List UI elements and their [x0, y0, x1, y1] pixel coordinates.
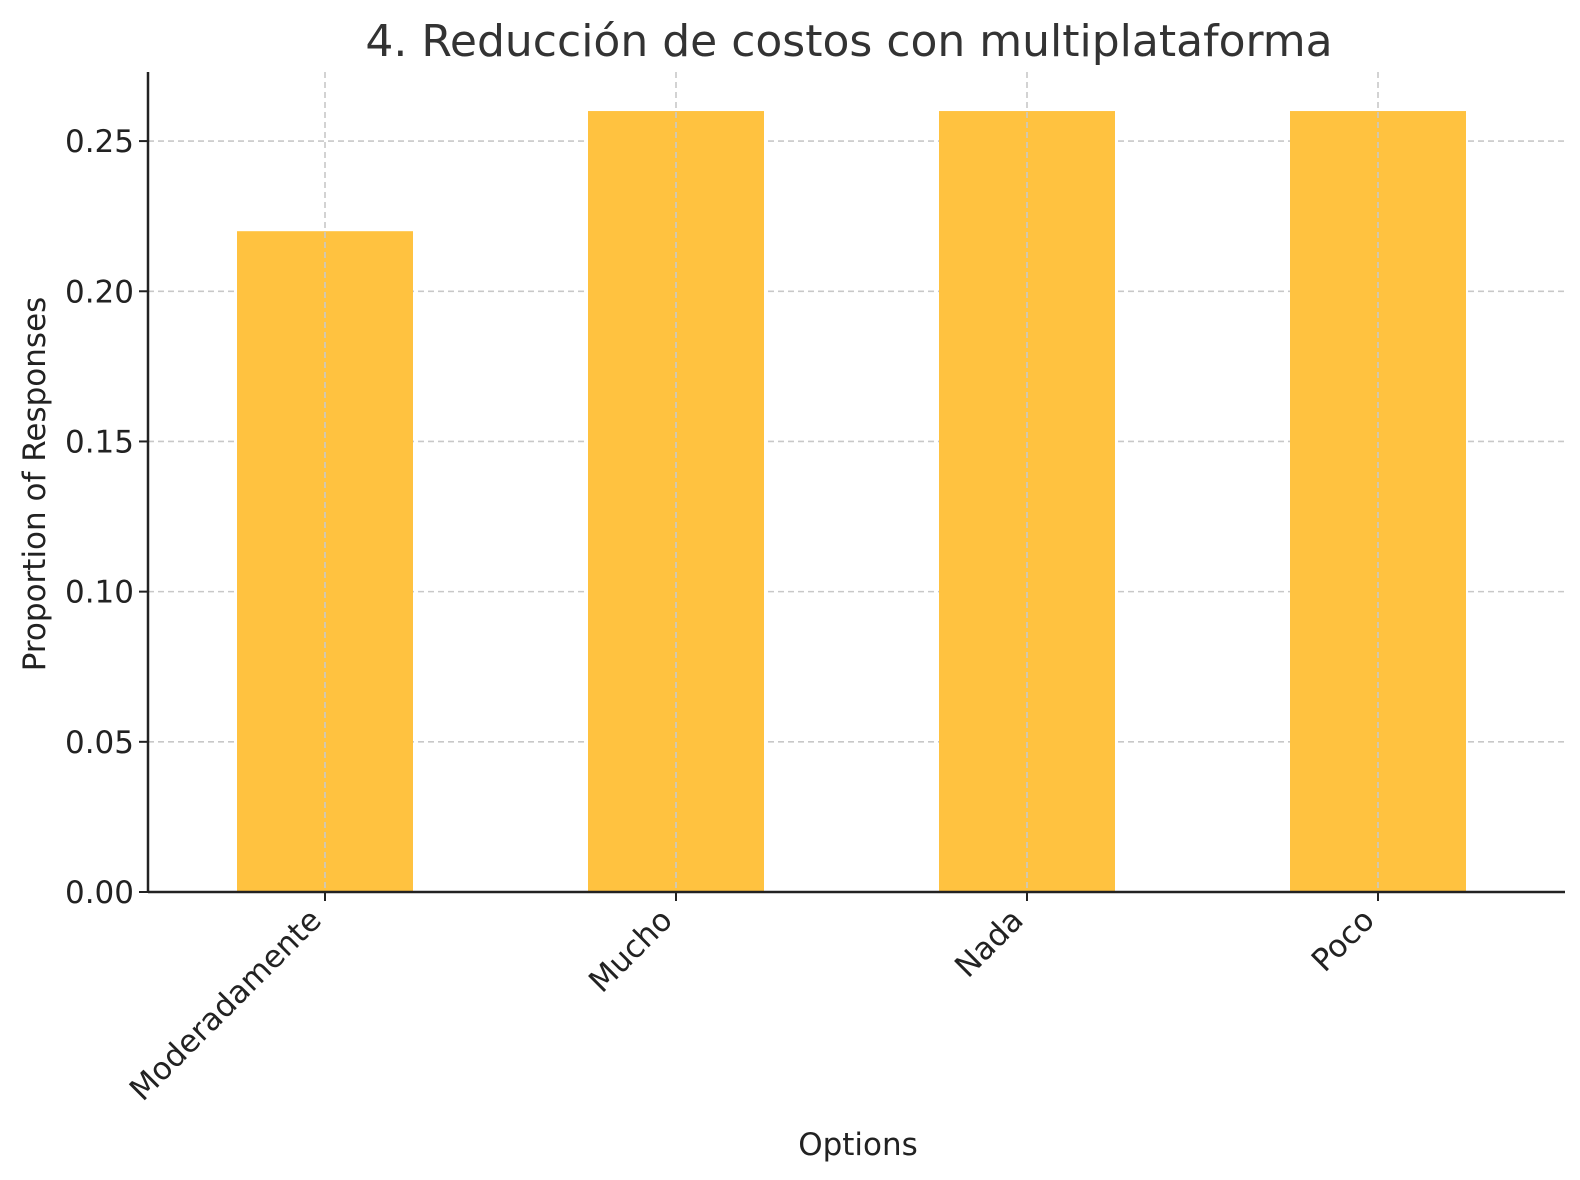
y-tick-label: 0.10: [65, 575, 134, 611]
x-tick-label: Poco: [1305, 902, 1382, 979]
chart-title: 4. Reducción de costos con multiplatafor…: [365, 16, 1332, 67]
y-tick-label: 0.20: [65, 274, 134, 310]
x-tick-label: Nada: [948, 902, 1031, 985]
x-tick-label: Mucho: [582, 902, 680, 1000]
bar-poco: [1290, 111, 1466, 893]
x-tick-label: Moderadamente: [123, 902, 329, 1108]
y-tick-label: 0.05: [65, 725, 134, 761]
bar-mucho: [588, 111, 764, 893]
y-axis-label: Proportion of Responses: [17, 297, 53, 672]
x-axis-label: Options: [798, 1127, 918, 1163]
y-tick-label: 0.25: [65, 124, 134, 160]
y-tick-label: 0.15: [65, 424, 134, 460]
bar-moderadamente: [237, 231, 413, 892]
y-tick-label: 0.00: [65, 875, 134, 911]
bars-layer: [237, 111, 1466, 893]
bar-nada: [939, 111, 1115, 893]
axes-layer: [146, 72, 1565, 894]
